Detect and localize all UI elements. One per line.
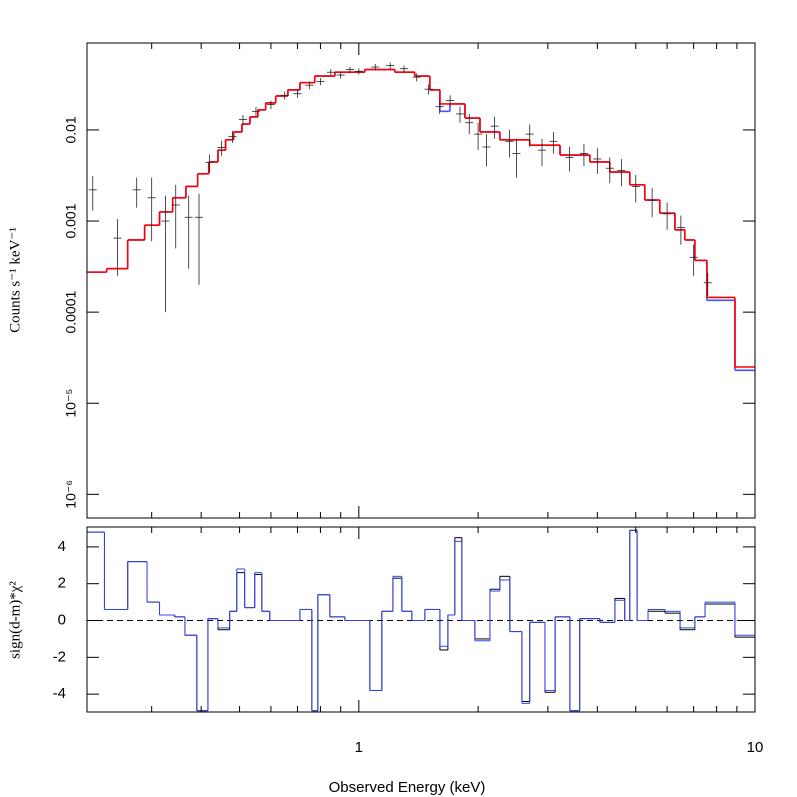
y-tick-label: 4 (58, 538, 66, 555)
data-point (238, 114, 247, 125)
data-point (648, 188, 657, 218)
data-point (593, 148, 602, 174)
y-axis-label: sign(d-m)*χ² (7, 581, 23, 659)
data-point (512, 138, 521, 178)
data-point (605, 157, 614, 184)
panel-frame (86, 42, 756, 519)
step-riser (105, 69, 736, 371)
data-point (354, 68, 363, 75)
data-point (505, 129, 514, 158)
x-axis-label: Observed Energy (keV) (329, 779, 486, 796)
data-point (132, 177, 141, 208)
step-riser (105, 69, 736, 367)
data-point (424, 84, 433, 95)
data-point (195, 193, 204, 285)
plot-area (87, 529, 755, 712)
x-tick-label: 1 (355, 739, 363, 756)
data-point (346, 66, 355, 73)
data-point (435, 100, 444, 114)
data-point (316, 78, 325, 86)
data-point (113, 219, 122, 276)
data-point (525, 124, 534, 147)
data-point (482, 134, 491, 167)
data-point (579, 144, 588, 167)
y-tick-label: 10⁻⁶ (63, 480, 79, 509)
data-point (549, 131, 558, 154)
data-point (689, 244, 698, 276)
data-point (305, 81, 314, 90)
data-point (617, 158, 626, 187)
y-tick-label: 10⁻⁵ (63, 389, 79, 418)
y-tick-label: 2 (58, 575, 66, 592)
data-point (266, 100, 275, 109)
data-point (490, 116, 499, 139)
y-axis-label: Counts s⁻¹ keV⁻¹ (7, 227, 23, 333)
data-point (386, 62, 395, 69)
data-point (455, 106, 464, 123)
data-point (538, 138, 547, 167)
panel-frame (86, 526, 756, 713)
data-point (399, 65, 408, 73)
data-point (474, 122, 483, 151)
data-point (161, 195, 170, 313)
data-point (336, 71, 345, 79)
y-tick-label: 0.0001 (63, 291, 79, 334)
data-point (251, 107, 260, 117)
data-point (703, 272, 712, 297)
plot-area (87, 62, 755, 372)
data-point (205, 154, 214, 173)
data-point (171, 184, 180, 249)
data-point (147, 177, 156, 242)
y-tick-label: 0 (58, 611, 66, 628)
data-point (280, 91, 289, 100)
y-tick-label: 0.001 (63, 203, 79, 238)
data-point (184, 195, 193, 269)
step-riser (103, 530, 736, 711)
y-tick-label: -4 (53, 685, 66, 702)
data-point (565, 146, 574, 172)
data-point (412, 73, 421, 82)
data-point (371, 63, 380, 71)
data-point (326, 69, 335, 76)
data-point (217, 140, 226, 156)
data-point (88, 176, 97, 211)
data-point (676, 215, 685, 245)
y-tick-label: -2 (53, 648, 66, 665)
data-point (465, 113, 474, 135)
data-point (663, 202, 672, 230)
data-point (631, 175, 640, 203)
x-tick-label: 10 (747, 739, 764, 756)
y-tick-label: 0.01 (63, 116, 79, 143)
data-point (293, 89, 302, 98)
data-point (228, 130, 237, 143)
data-point (446, 95, 455, 107)
